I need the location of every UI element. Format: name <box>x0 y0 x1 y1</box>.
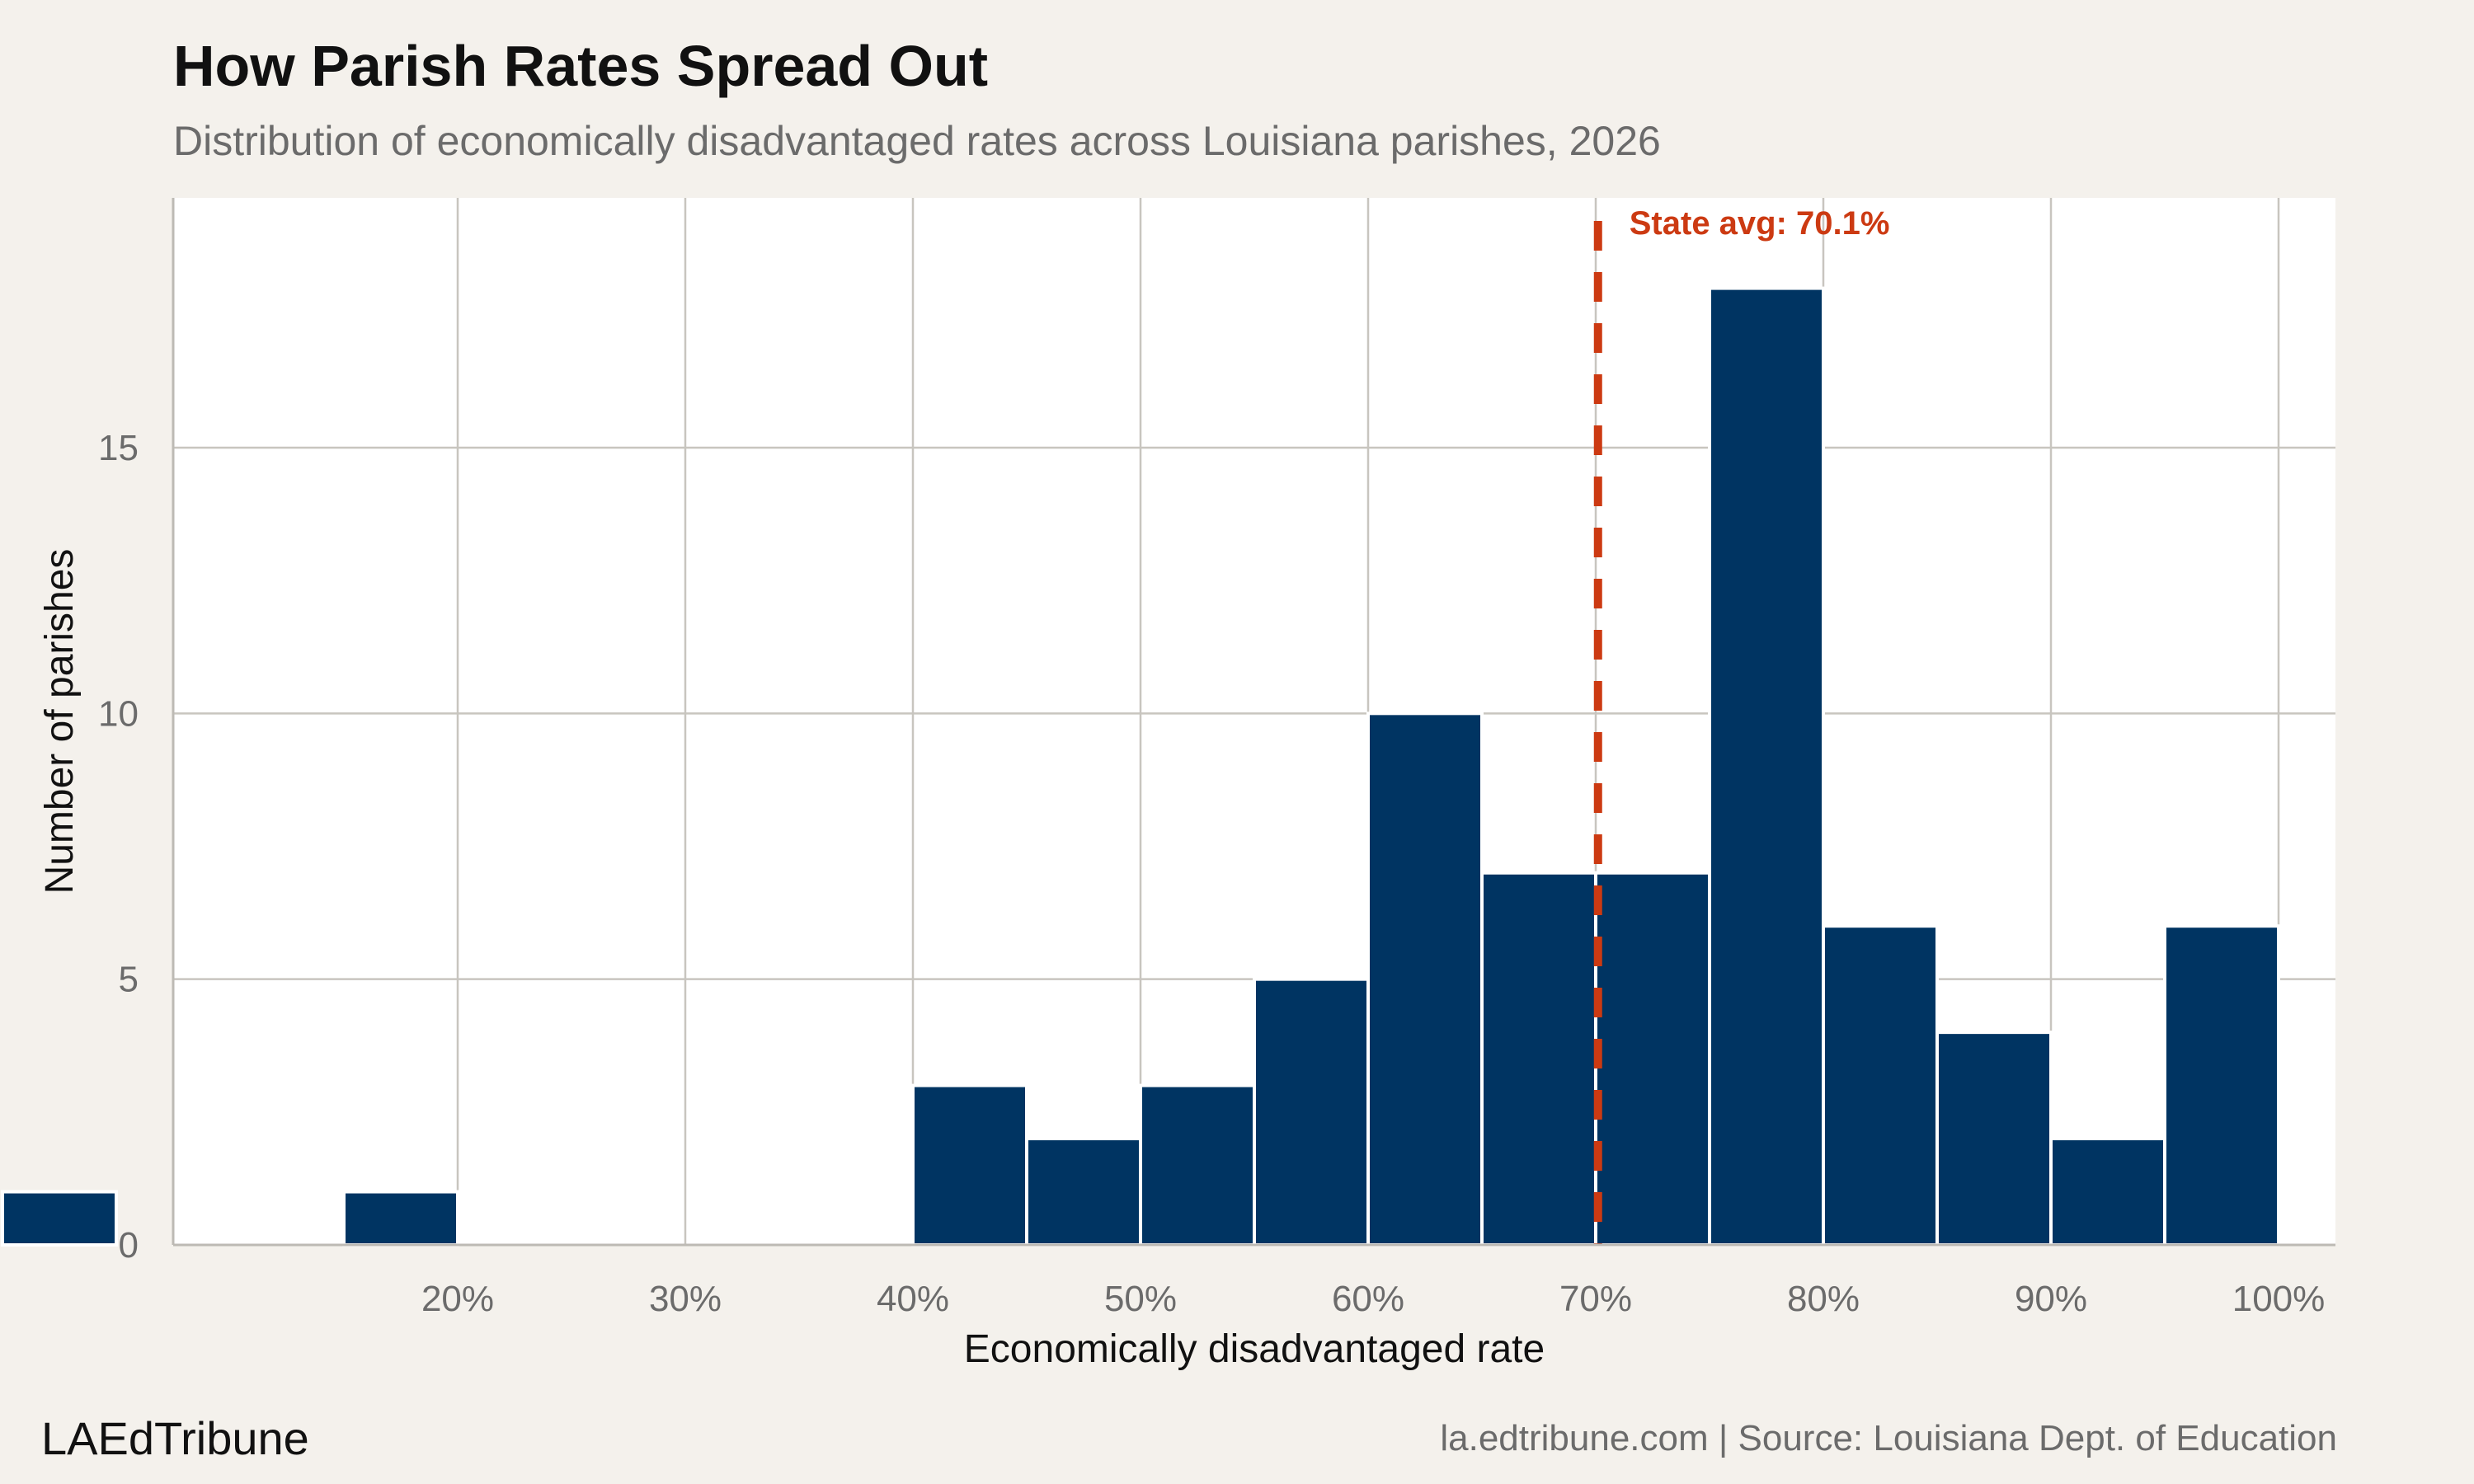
histogram-bar <box>911 1083 1028 1247</box>
x-tick-label: 60% <box>1332 1279 1404 1319</box>
histogram-bar <box>1822 924 1939 1247</box>
histogram-bar <box>1139 1083 1256 1247</box>
histogram-bar <box>1025 1137 1142 1247</box>
y-axis-title: Number of parishes <box>38 549 82 895</box>
x-tick-label: 80% <box>1787 1279 1860 1319</box>
histogram-bar <box>2163 924 2280 1247</box>
histogram-bar <box>1253 977 1370 1247</box>
chart-subtitle: Distribution of economically disadvantag… <box>173 118 1661 164</box>
histogram-bar <box>1 1190 118 1247</box>
histogram-bar <box>1708 286 1825 1247</box>
state-average-reference: State avg: 70.1% <box>1593 205 1890 1245</box>
brand-logo-text: LAEdTribune <box>41 1412 309 1464</box>
x-axis-title: Economically disadvantaged rate <box>964 1327 1545 1371</box>
histogram-bar <box>1935 1031 2053 1247</box>
y-tick-label: 0 <box>119 1225 139 1266</box>
histogram-bar <box>1594 871 1711 1247</box>
chart-title: How Parish Rates Spread Out <box>173 34 989 98</box>
y-tick-label: 5 <box>119 960 139 1000</box>
histogram-bar <box>2049 1137 2166 1247</box>
y-tick-label: 15 <box>98 428 139 468</box>
x-tick-label: 40% <box>877 1279 949 1319</box>
histogram-bar <box>1366 711 1484 1247</box>
x-tick-label: 100% <box>2232 1279 2326 1319</box>
x-tick-label: 20% <box>421 1279 494 1319</box>
x-tick-label: 70% <box>1559 1279 1632 1319</box>
histogram-bar <box>1480 871 1597 1247</box>
axes: 20% 30% 40% 50% 60% 70% 80% 90% 100% 0 5 10 15 Econom… <box>38 198 2335 1371</box>
source-credit: la.edtribune.com | Source: Louisiana Dep… <box>1440 1418 2337 1458</box>
x-tick-label: 90% <box>2015 1279 2087 1319</box>
histogram-bar <box>342 1190 459 1247</box>
x-tick-label: 30% <box>649 1279 722 1319</box>
x-tick-label: 50% <box>1104 1279 1177 1319</box>
y-tick-label: 10 <box>98 693 139 734</box>
histogram-bars <box>1 286 2280 1247</box>
state-average-label: State avg: 70.1% <box>1630 205 1890 242</box>
